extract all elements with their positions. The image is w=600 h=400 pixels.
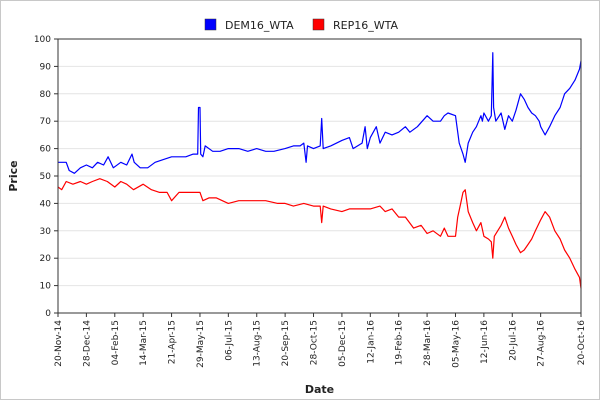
axes: 0 10 20 30 40 50 60 70 80 90 100 20-Nov-14 28-Dec-14… xyxy=(34,35,587,368)
x-tick-label: 28-Oct-15 xyxy=(310,320,320,365)
x-tick-label: 20-Oct-16 xyxy=(577,320,587,365)
gridlines xyxy=(58,38,581,287)
legend-swatch xyxy=(204,18,217,31)
x-tick-label: 13-Aug-15 xyxy=(253,320,263,367)
legend-item: DEM16_WTA xyxy=(204,18,294,32)
legend: DEM16_WTA REP16_WTA xyxy=(204,18,398,32)
x-tick-label: 21-Apr-15 xyxy=(168,320,178,364)
y-tick-label: 100 xyxy=(34,35,51,45)
y-tick-label: 30 xyxy=(40,227,52,237)
x-tick-label: 20-Nov-14 xyxy=(54,320,64,367)
x-tick-label: 27-Aug-16 xyxy=(537,320,547,367)
y-tick-label: 90 xyxy=(40,62,52,72)
series-line-rep16-wta xyxy=(57,178,582,289)
y-axis-title: Price xyxy=(7,160,20,191)
y-tick-label: 0 xyxy=(45,309,51,319)
y-tick-label: 80 xyxy=(40,90,52,100)
legend-item: REP16_WTA xyxy=(312,18,398,32)
x-tick-label: 12-Jun-16 xyxy=(480,320,490,364)
y-tick-label: 10 xyxy=(40,282,52,292)
x-tick-label: 04-Feb-15 xyxy=(111,320,121,365)
x-axis-title: Date xyxy=(305,383,334,396)
y-tick-label: 60 xyxy=(40,145,52,155)
x-tick-label: 19-Feb-16 xyxy=(395,320,405,366)
series-line-dem16-wta xyxy=(58,52,582,174)
x-tick-label: 29-May-15 xyxy=(196,320,206,368)
x-tick-label: 14-Mar-15 xyxy=(139,320,149,366)
legend-swatch xyxy=(312,18,325,31)
x-tick-label: 05-Dec-15 xyxy=(338,320,348,367)
x-tick-label: 12-Jan-16 xyxy=(366,320,376,364)
x-tick-label: 05-May-16 xyxy=(451,320,461,368)
x-tick-label: 28-Mar-16 xyxy=(423,320,433,366)
y-tick-label: 70 xyxy=(40,117,52,127)
y-tick-label: 20 xyxy=(40,254,52,264)
series-layer xyxy=(57,52,582,289)
legend-label: DEM16_WTA xyxy=(225,19,294,32)
x-tick-label: 20-Jul-16 xyxy=(508,320,518,361)
x-tick-label: 20-Sep-15 xyxy=(281,320,291,366)
legend-label: REP16_WTA xyxy=(333,19,398,32)
x-tick-label: 28-Dec-14 xyxy=(82,320,92,367)
y-tick-label: 50 xyxy=(40,172,52,182)
x-tick-label: 06-Jul-15 xyxy=(224,320,234,361)
y-tick-label: 40 xyxy=(40,199,52,209)
